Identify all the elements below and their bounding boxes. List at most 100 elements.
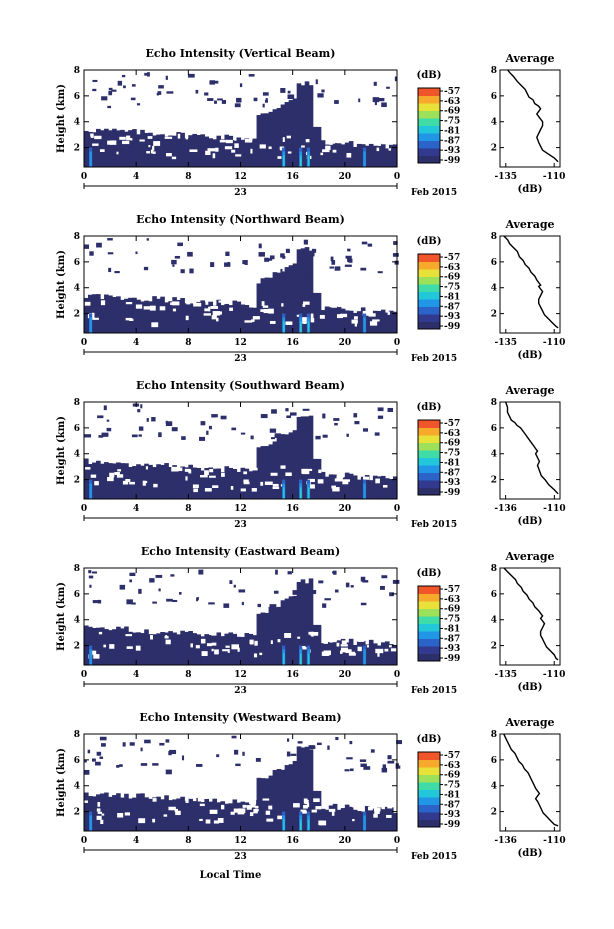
x-tick-label: 12 [234,504,247,514]
profile-line [503,733,559,827]
colorbar-unit: (dB) [417,70,442,81]
colorbar-tick-label: -75 [444,117,460,127]
panel-title: Echo Intensity (Northward Beam) [136,213,345,226]
x-tick-label: 8 [185,172,191,182]
colorbar-swatch [418,254,440,262]
x-tick-label: 0 [81,338,87,348]
colorbar-unit: (dB) [417,236,442,247]
profile-y-tick-label: 6 [491,258,497,268]
profile-y-tick-label: 8 [491,564,497,574]
profile-y-tick-label: 4 [491,782,497,792]
colorbar-swatch [418,435,440,443]
colorbar-tick-label: -99 [444,322,460,332]
colorbar-swatch [418,261,440,270]
x-tick-label: 4 [133,338,139,348]
x-tick-label: 0 [81,670,87,680]
heatmap-cells [84,72,405,167]
colorbar-tick-label: -81 [444,790,460,800]
x-tick-label: 0 [81,172,87,182]
colorbar-tick-label: -93 [444,312,460,322]
colorbar-tick-label: -63 [444,97,460,107]
profile-y-tick-label: 6 [491,590,497,600]
colorbar-swatch [418,269,440,277]
profile-title: Average [504,218,554,231]
y-tick-label: 2 [74,476,80,486]
y-tick-label: 2 [74,808,80,818]
profile-plot: Average 2 4 6 8 -135 -110(dB) [491,218,566,361]
colorbar-swatch [418,284,440,292]
colorbar-unit: (dB) [417,734,442,745]
colorbar-swatch [418,601,440,609]
profile-y-tick-label: 4 [491,284,497,294]
colorbar-tick-label: -75 [444,615,460,625]
profile-x-axis-label: (dB) [518,516,543,527]
colorbar-frame [417,419,441,496]
profile-y-tick-label: 4 [491,616,497,626]
x-tick-label: 12 [234,338,247,348]
colorbar: (dB)-57-63-69-75-81-87-93-99 [417,568,461,664]
colorbar-swatch [418,110,440,119]
y-axis-label: Height (km) [56,84,67,153]
panel-4: Echo Intensity (Westward Beam) 2 4 6 8 Height… [56,711,566,862]
profile-x-tick-label: -135 [495,670,518,680]
colorbar-swatch [418,125,440,134]
profile-x-axis-label: (dB) [518,682,543,693]
heatmap-cells [84,735,403,831]
colorbar-swatch [418,631,440,639]
profile-y-tick-label: 8 [491,66,497,76]
colorbar-tick-label: -81 [444,292,460,302]
x-axis-label: Local Time [200,870,262,881]
colorbar-frame [417,253,441,330]
date-label: Feb 2015 [411,188,457,198]
profile-x-axis-label: (dB) [518,184,543,195]
profile-line [503,567,559,661]
y-tick-label: 4 [74,616,80,626]
colorbar-swatch [418,752,440,760]
profile-x-tick-label: -110 [543,504,566,514]
profile-plot: Average 2 4 6 8 -135 -110(dB) [491,550,566,693]
profile-y-tick-label: 4 [491,118,497,128]
colorbar-swatch [418,480,440,488]
profile-line [503,235,559,329]
colorbar-swatch [418,442,440,451]
colorbar-swatch [418,608,440,617]
date-tick-label: 23 [234,852,247,862]
colorbar-swatch [418,638,440,647]
profile-y-tick-label: 6 [491,92,497,102]
y-tick-label: 8 [74,564,80,574]
colorbar-swatch [418,804,440,813]
profile-x-tick-label: -110 [543,172,566,182]
profile-x-tick-label: -136 [494,504,517,514]
profile-x-tick-label: -110 [543,338,566,348]
panel-title: Echo Intensity (Eastward Beam) [141,545,340,558]
colorbar: (dB)-57-63-69-75-81-87-93-99 [417,402,461,498]
colorbar-swatch [418,103,440,111]
profile-frame [499,733,561,832]
panel-1: Echo Intensity (Northward Beam) 2 4 6 8 Heigh… [56,213,565,364]
x-tick-label: 12 [234,670,247,680]
colorbar-tick-label: -63 [444,263,460,273]
x-tick-label: 12 [234,836,247,846]
x-tick-label: 8 [185,504,191,514]
heatmap-cells [84,403,398,499]
colorbar-tick-label: -63 [444,761,460,771]
profile-plot: Average 2 4 6 8 -136 -110(dB) [491,716,566,859]
date-tick-label: 23 [234,520,247,530]
colorbar-swatch [418,88,440,96]
x-tick-label: 0 [81,836,87,846]
profile-y-tick-label: 6 [491,756,497,766]
colorbar-tick-label: -69 [444,771,460,781]
y-tick-label: 2 [74,144,80,154]
colorbar-tick-label: -69 [444,605,460,615]
profile-title: Average [504,52,554,65]
date-label: Feb 2015 [411,686,457,696]
y-axis-label: Height (km) [56,748,67,817]
y-tick-label: 6 [74,92,80,102]
profile-title: Average [504,384,554,397]
colorbar-tick-label: -81 [444,126,460,136]
panel-3: Echo Intensity (Eastward Beam) 2 4 6 8 Height… [56,545,565,696]
colorbar-swatch [418,767,440,775]
x-tick-label: 20 [339,836,352,846]
y-axis-label: Height (km) [56,250,67,319]
